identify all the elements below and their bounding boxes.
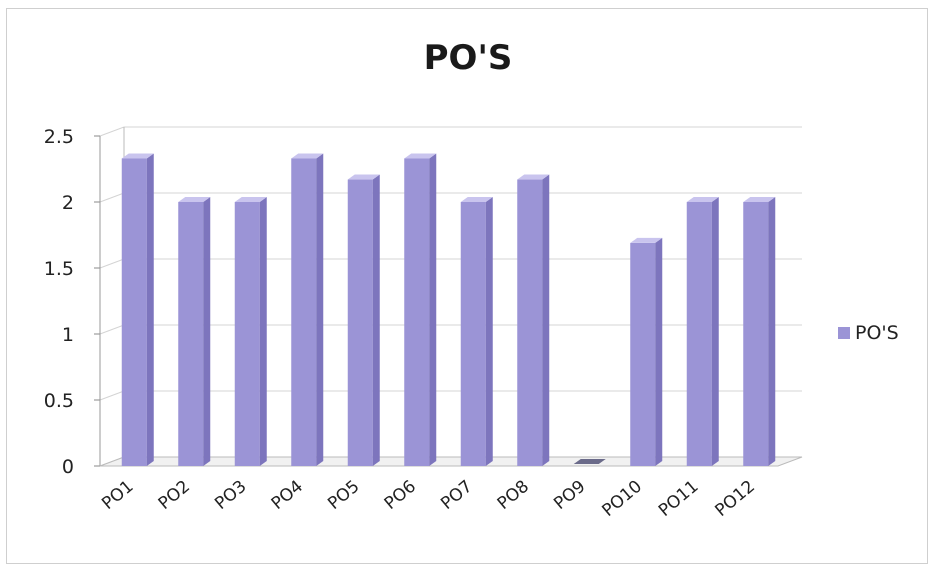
bar-side	[429, 153, 437, 466]
bar-top	[347, 174, 380, 180]
bar-top	[178, 197, 211, 202]
bar-top	[630, 237, 663, 243]
x-tick-label: PO11	[655, 477, 703, 521]
bar-side	[768, 197, 776, 466]
floor	[99, 456, 803, 467]
x-tick-label: PO9	[550, 477, 589, 514]
bar-side	[485, 197, 493, 466]
y-tick-label: 1	[62, 324, 74, 346]
bar-top	[460, 197, 493, 202]
x-tick-label: PO7	[437, 477, 476, 514]
bar	[517, 179, 543, 466]
y-tick-label: 0.5	[44, 390, 74, 412]
legend: PO'S	[838, 322, 899, 344]
gridline-side	[99, 258, 125, 269]
legend-swatch	[838, 327, 850, 339]
bar	[121, 158, 147, 466]
x-tick-label: PO1	[98, 477, 137, 514]
bar-side	[655, 237, 663, 466]
x-tick-label: PO4	[268, 477, 307, 514]
bar-side	[146, 153, 154, 466]
bar-side	[711, 197, 719, 466]
bar-top	[121, 153, 154, 159]
bar	[234, 202, 260, 466]
legend-label: PO'S	[855, 322, 899, 344]
bar-top	[234, 197, 267, 202]
bar-side	[372, 174, 380, 466]
bar	[630, 242, 656, 466]
gridline-side	[99, 390, 125, 401]
x-tick-label: PO8	[494, 477, 533, 514]
bar-side	[203, 197, 211, 466]
bar-top	[291, 153, 324, 159]
gridline-side	[99, 192, 125, 203]
x-tick-label: PO5	[324, 477, 363, 514]
x-tick-label: PO10	[598, 477, 646, 521]
x-tick-label: PO3	[211, 477, 250, 514]
bar	[743, 202, 769, 466]
bar-side	[316, 153, 324, 466]
y-tick-label: 2	[62, 192, 74, 214]
bar	[347, 179, 373, 466]
bar-top	[404, 153, 437, 159]
gridline-side	[99, 126, 125, 137]
bar	[686, 202, 712, 466]
x-tick-label: PO2	[155, 477, 194, 514]
x-tick-label: PO6	[381, 477, 420, 514]
bar-top	[517, 174, 550, 180]
bar	[404, 158, 430, 466]
bar	[178, 202, 204, 466]
bar-top	[686, 197, 719, 202]
y-tick-label: 2.5	[44, 126, 74, 148]
bar-side	[542, 174, 550, 466]
gridline-side	[99, 324, 125, 335]
y-tick-label: 1.5	[44, 258, 74, 280]
bar-zero	[573, 459, 606, 464]
bar	[291, 158, 317, 466]
chart-title: PO'S	[423, 38, 513, 78]
bar-side	[259, 197, 267, 466]
x-tick-label: PO12	[711, 477, 759, 521]
bar	[460, 202, 486, 466]
bar-top	[743, 197, 776, 202]
y-tick-label: 0	[62, 456, 74, 478]
